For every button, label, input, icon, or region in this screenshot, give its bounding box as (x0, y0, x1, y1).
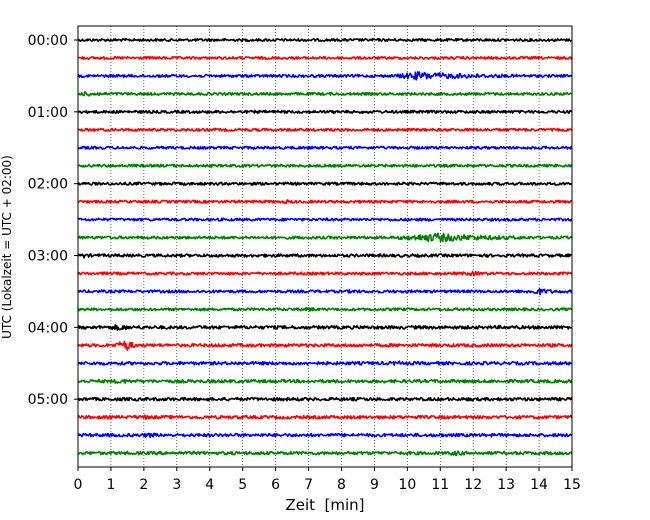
y-tick-label: 03:00 (28, 249, 68, 265)
trace-0100 (77, 109, 573, 114)
trace-0415 (77, 340, 573, 352)
x-tick-label: 0 (74, 477, 83, 493)
trace-0215 (77, 199, 573, 205)
traces (77, 37, 573, 457)
trace-0145 (77, 163, 573, 168)
x-tick-label: 1 (106, 477, 115, 493)
trace-0500 (77, 396, 573, 402)
x-tick-label: 7 (304, 477, 313, 493)
trace-0315 (77, 270, 573, 277)
trace-0015 (77, 55, 573, 60)
x-tick-label: 14 (530, 477, 548, 493)
trace-0300 (77, 253, 573, 259)
trace-0545 (77, 450, 573, 457)
y-tick-label: 04:00 (28, 320, 68, 336)
trace-0430 (77, 360, 573, 366)
trace-0515 (77, 414, 573, 420)
y-axis-label: UTC (Lokalzeit = UTC + 02:00) (0, 155, 14, 339)
plot-frame (77, 25, 573, 468)
trace-0245 (77, 232, 573, 243)
trace-0200 (77, 181, 573, 186)
x-axis-label: Zeit [min] (285, 496, 364, 514)
y-tick-label: 05:00 (28, 392, 68, 408)
x-tick-label: 11 (431, 477, 449, 493)
y-tick-label: 02:00 (28, 177, 68, 193)
y-axis: 00:00 01:00 02:00 03:00 04:00 05:00 (28, 33, 78, 408)
x-axis: 0 1 2 3 4 5 6 7 8 9 10 11 12 13 14 15 (74, 467, 581, 493)
x-tick-label: 3 (172, 477, 181, 493)
y-tick-label: 01:00 (28, 105, 68, 121)
trace-0530 (77, 432, 573, 439)
x-tick-label: 10 (398, 477, 416, 493)
trace-0230 (77, 217, 573, 222)
trace-0400 (77, 324, 573, 331)
y-tick-label: 00:00 (28, 33, 68, 49)
trace-0000 (77, 37, 573, 43)
x-tick-label: 15 (563, 477, 581, 493)
trace-0330 (77, 288, 573, 296)
x-tick-label: 9 (370, 477, 379, 493)
x-tick-label: 2 (139, 477, 148, 493)
trace-0115 (77, 127, 573, 132)
x-tick-label: 8 (337, 477, 346, 493)
x-tick-label: 12 (464, 477, 482, 493)
trace-0130 (77, 145, 573, 150)
trace-0045 (77, 91, 573, 97)
x-tick-label: 5 (238, 477, 247, 493)
trace-0345 (77, 306, 573, 312)
x-tick-label: 13 (497, 477, 515, 493)
trace-0445 (77, 378, 573, 384)
trace-0030 (77, 71, 573, 81)
x-tick-label: 6 (271, 477, 280, 493)
x-tick-label: 4 (205, 477, 214, 493)
